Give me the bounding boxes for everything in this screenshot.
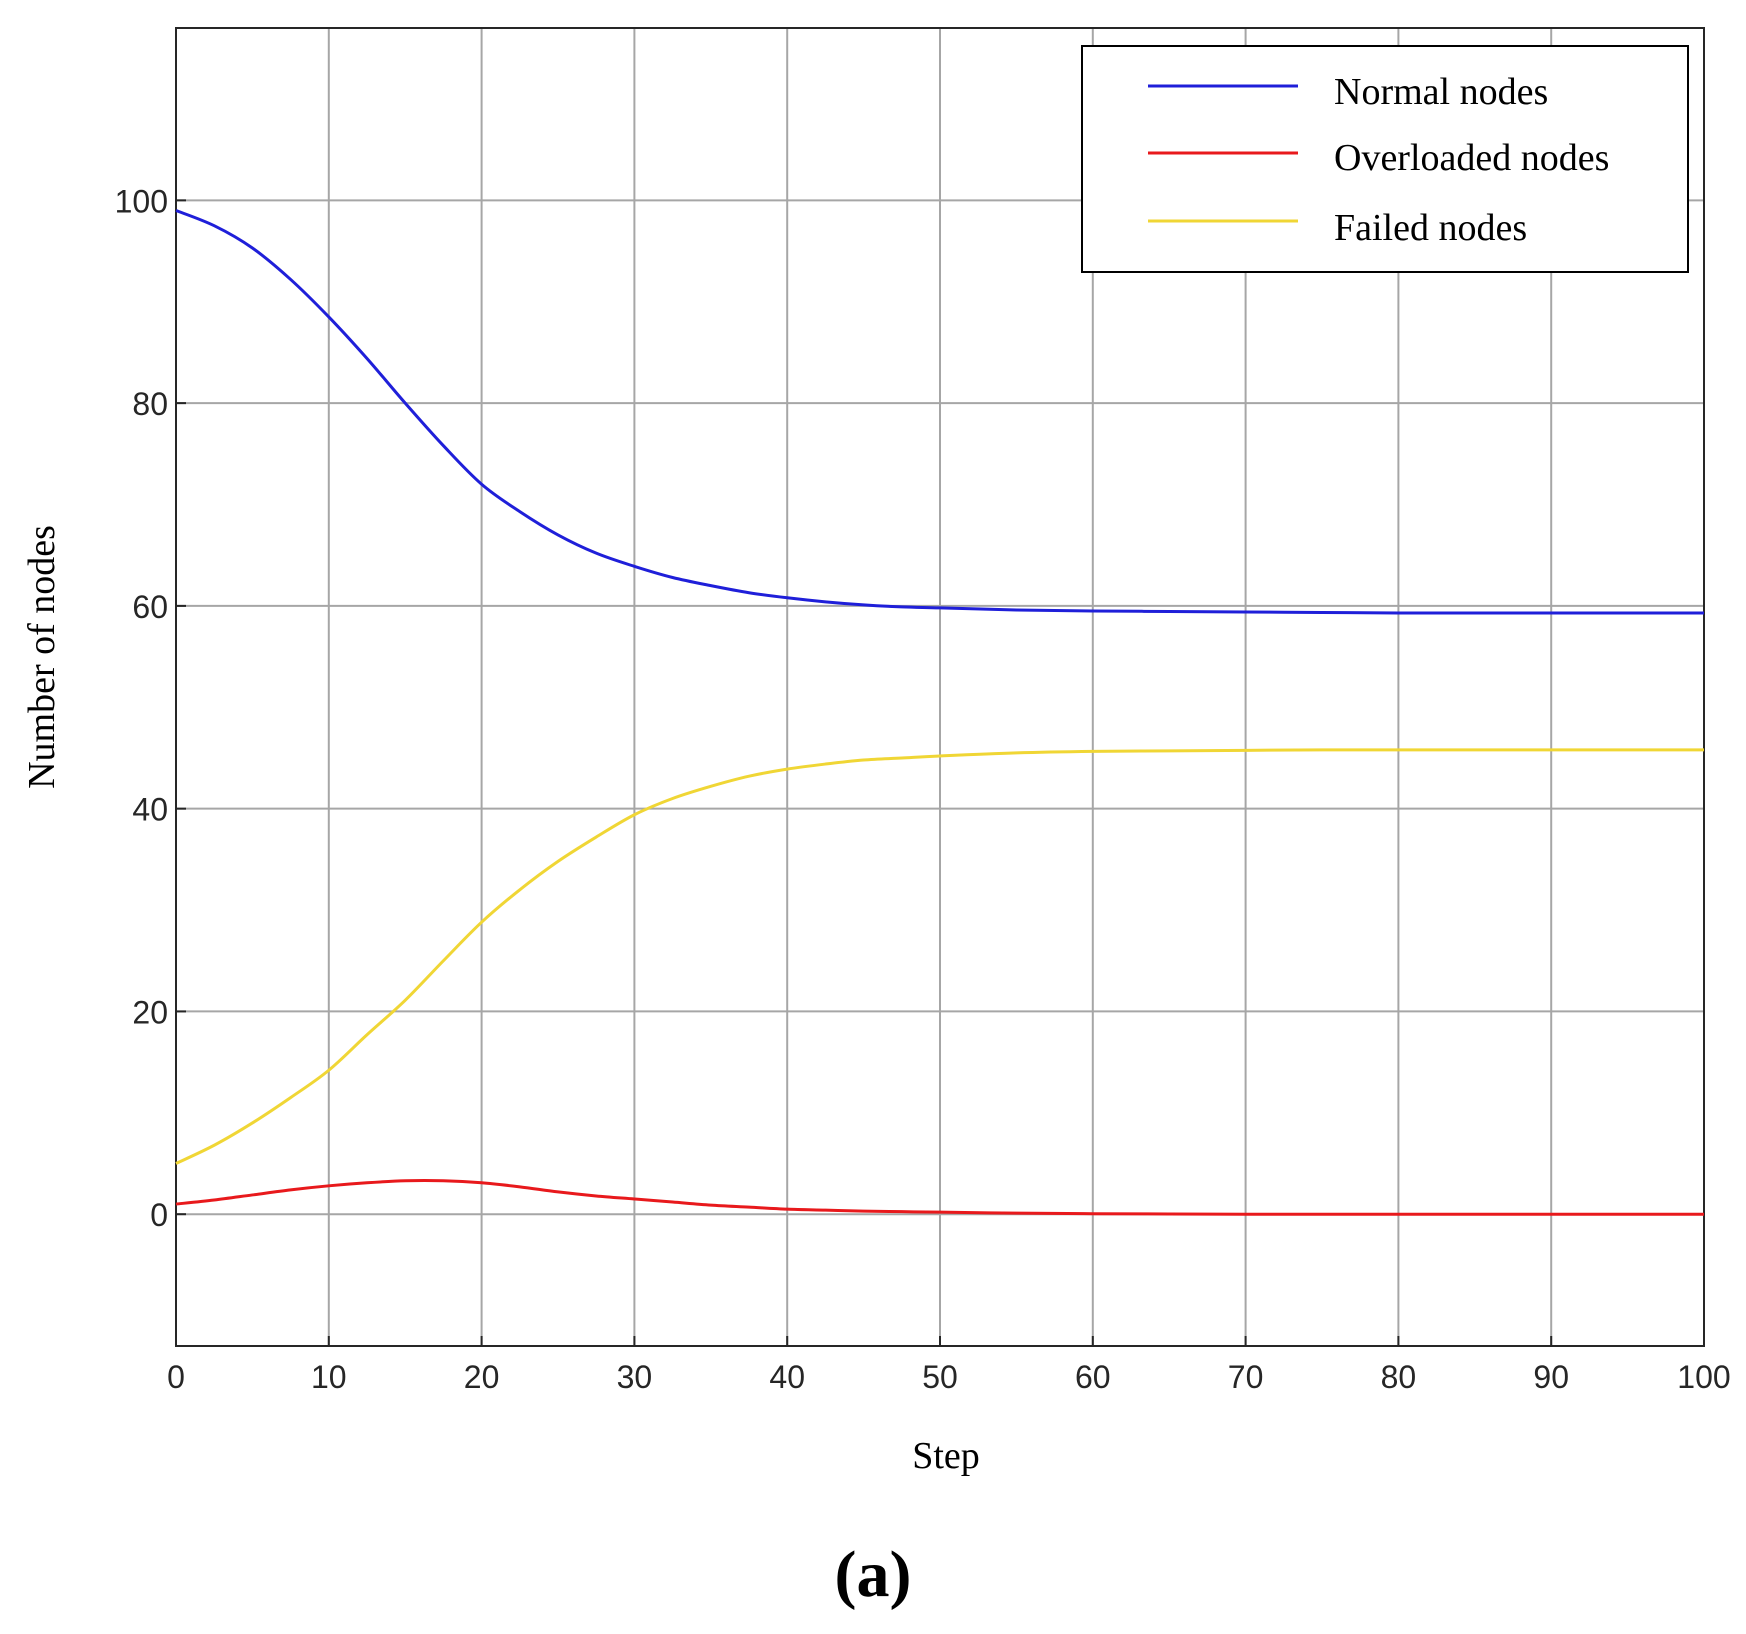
x-tick-label: 70: [1228, 1359, 1264, 1395]
series-line-overloaded-nodes: [175, 1178, 1704, 1216]
y-tick-label: 20: [132, 994, 168, 1030]
legend-label-failed: Failed nodes: [1334, 207, 1527, 249]
y-tick-label: 80: [132, 386, 168, 422]
series-line-normal-nodes: [175, 209, 1704, 615]
legend-label-normal: Normal nodes: [1334, 71, 1548, 113]
legend-box: [1081, 45, 1689, 273]
series-line-failed-nodes: [175, 748, 1704, 1165]
y-tick-label: 40: [132, 792, 168, 828]
y-tick-label: 0: [150, 1197, 168, 1233]
y-tick-label: 100: [115, 183, 168, 219]
x-axis-label: Step: [912, 1435, 980, 1477]
x-tick-label: 40: [769, 1359, 805, 1395]
series-lines: [175, 209, 1704, 1216]
x-tick-label: 0: [167, 1359, 185, 1395]
x-tick-label: 50: [922, 1359, 958, 1395]
x-axis-ticks: 0 10 20 30 40 50 60 70 80 90 100: [167, 1336, 1731, 1395]
y-axis-label: Number of nodes: [21, 525, 63, 789]
x-tick-label: 90: [1533, 1359, 1569, 1395]
legend-label-overloaded: Overloaded nodes: [1334, 137, 1609, 179]
x-tick-label: 10: [311, 1359, 347, 1395]
x-tick-label: 80: [1381, 1359, 1417, 1395]
y-axis-ticks: 0 20 40 60 80 100: [115, 183, 186, 1233]
x-tick-label: 30: [617, 1359, 653, 1395]
y-tick-label: 60: [132, 589, 168, 625]
x-tick-label: 100: [1677, 1359, 1730, 1395]
x-tick-label: 60: [1075, 1359, 1111, 1395]
x-tick-label: 20: [464, 1359, 500, 1395]
legend: Normal nodes Overloaded nodes Failed nod…: [1081, 45, 1689, 273]
figure-caption: (a): [835, 1538, 912, 1611]
